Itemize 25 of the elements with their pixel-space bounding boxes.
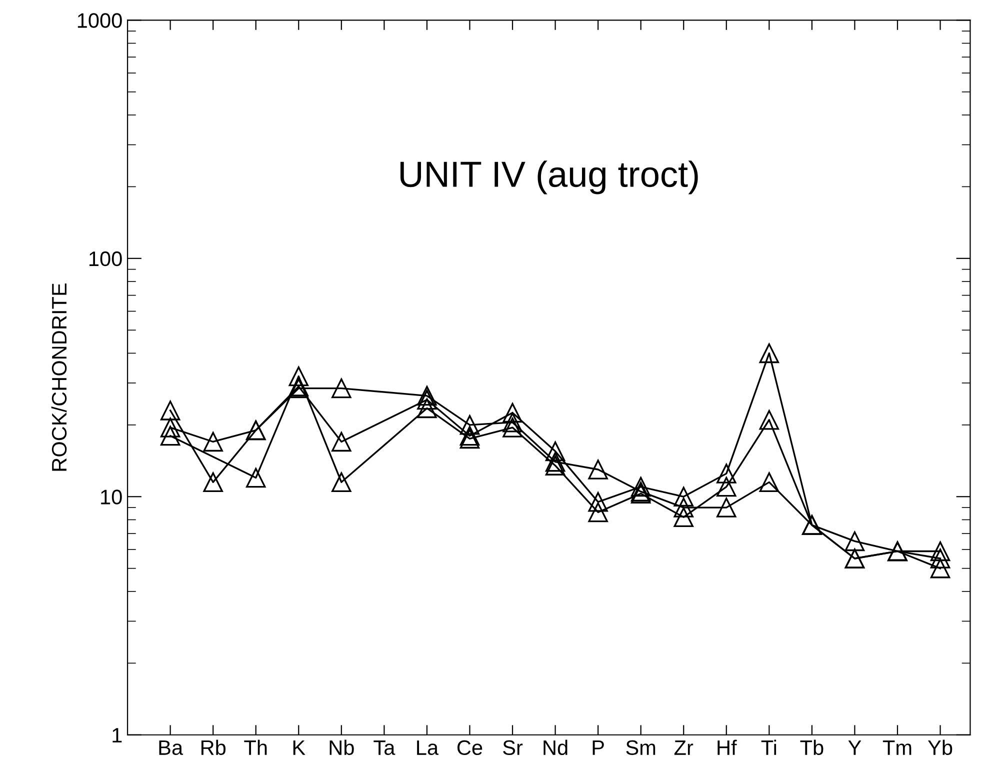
x-tick-label: La	[417, 740, 439, 756]
y-tick-label: 10	[101, 490, 122, 504]
x-tick-label: Tb	[800, 740, 824, 756]
x-tick-label: K	[293, 740, 306, 755]
x-tick-label: Sm	[626, 740, 656, 756]
x-tick-label: Ti	[761, 740, 776, 755]
x-tick-label: Th	[244, 740, 267, 755]
y-tick-label: 100	[90, 251, 122, 266]
x-tick-label: Yb	[928, 740, 952, 756]
x-tick-label: Tm	[882, 740, 912, 755]
x-tick-label: Ta	[374, 740, 396, 756]
text: UNIT IV (aug troct)	[400, 160, 698, 194]
y-tick-label: 1000	[78, 13, 122, 28]
x-tick-label: Hf	[718, 740, 737, 755]
x-tick-label: Nd	[544, 740, 568, 756]
x-tick-label: Ce	[457, 740, 482, 756]
y-axis-title: ROCK/CHONDRITE	[51, 284, 67, 471]
x-tick-label: Rb	[201, 740, 226, 756]
x-tick-label: Y	[848, 740, 862, 755]
y-tick-label: 1	[112, 728, 122, 742]
x-tick-label: Ba	[159, 740, 184, 756]
x-tick-label: Nb	[330, 740, 354, 756]
x-tick-label: P	[592, 740, 604, 755]
x-tick-label: Zr	[674, 740, 694, 755]
x-tick-label: Sr	[503, 740, 523, 756]
